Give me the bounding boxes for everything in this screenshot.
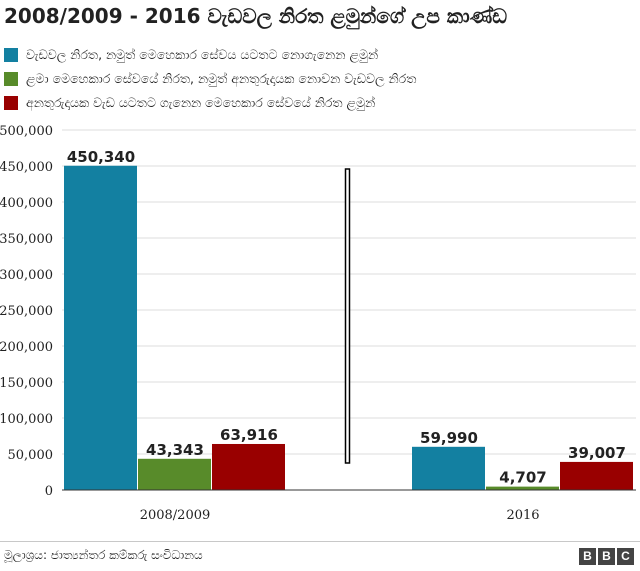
y-tick-label: 100,000 bbox=[0, 412, 53, 427]
y-tick-label: 150,000 bbox=[0, 376, 53, 391]
legend: වැඩවල නිරත, නමුත් මෙහෙකාර සේවය යටතට නොගැ… bbox=[4, 44, 416, 116]
data-label: 4,707 bbox=[499, 469, 546, 487]
legend-swatch-series-3 bbox=[4, 96, 18, 110]
y-tick-label: 350,000 bbox=[0, 232, 53, 247]
bar bbox=[212, 443, 285, 490]
legend-item-series-2: ළමා මෙහෙකාර සේවයේ නිරත, නමුත් අනතුරුදායක… bbox=[4, 68, 416, 90]
bar bbox=[486, 486, 559, 490]
source-note: මූලාශ්‍රය: ජාත්‍යන්තර කම්කරු සංවිධානය bbox=[4, 548, 203, 562]
y-tick-label: 50,000 bbox=[8, 448, 54, 463]
y-tick-label: 250,000 bbox=[0, 304, 53, 319]
axis-break-marker bbox=[344, 168, 351, 464]
y-tick-label: 200,000 bbox=[0, 340, 53, 355]
data-label: 59,990 bbox=[420, 429, 478, 447]
bar-chart: 0 50,000 100,000 150,000 200,000 250,000 300,0… bbox=[0, 124, 636, 523]
y-tick-label: 400,000 bbox=[0, 196, 53, 211]
bbc-logo-letter: B bbox=[598, 548, 615, 565]
bbc-logo: B B C bbox=[579, 548, 634, 565]
bar bbox=[64, 165, 137, 491]
data-label: 39,007 bbox=[568, 444, 626, 462]
x-tick-label: 2008/2009 bbox=[140, 508, 211, 523]
bar bbox=[560, 461, 633, 490]
bbc-logo-letter: B bbox=[579, 548, 596, 565]
bar bbox=[138, 458, 211, 490]
legend-label-series-2: ළමා මෙහෙකාර සේවයේ නිරත, නමුත් අනතුරුදායක… bbox=[26, 71, 417, 86]
data-label: 63,916 bbox=[220, 426, 278, 444]
bbc-logo-letter: C bbox=[617, 548, 634, 565]
y-tick-label: 450,000 bbox=[0, 160, 53, 175]
legend-item-series-3: අනතුරුදායක වැඩ යටතට ගැනෙන මෙහෙකාර සේවයේ … bbox=[4, 92, 416, 114]
y-tick-label: 300,000 bbox=[0, 268, 53, 283]
legend-swatch-series-2 bbox=[4, 72, 18, 86]
y-tick-label: 500,000 bbox=[0, 124, 53, 139]
legend-label-series-1: වැඩවල නිරත, නමුත් මෙහෙකාර සේවය යටතට නොගැ… bbox=[26, 47, 379, 62]
y-tick-label: 0 bbox=[45, 484, 53, 499]
chart-title: 2008/2009 - 2016 වැඩවල නිරත ළමුන්ගේ උප ක… bbox=[4, 4, 508, 28]
data-label: 43,343 bbox=[146, 441, 204, 459]
footer-divider bbox=[0, 541, 640, 542]
legend-item-series-1: වැඩවල නිරත, නමුත් මෙහෙකාර සේවය යටතට නොගැ… bbox=[4, 44, 416, 66]
bar bbox=[412, 446, 485, 490]
x-tick-label: 2016 bbox=[506, 508, 539, 523]
data-label: 450,340 bbox=[67, 148, 135, 166]
legend-swatch-series-1 bbox=[4, 48, 18, 62]
legend-label-series-3: අනතුරුදායක වැඩ යටතට ගැනෙන මෙහෙකාර සේවයේ … bbox=[26, 95, 376, 110]
